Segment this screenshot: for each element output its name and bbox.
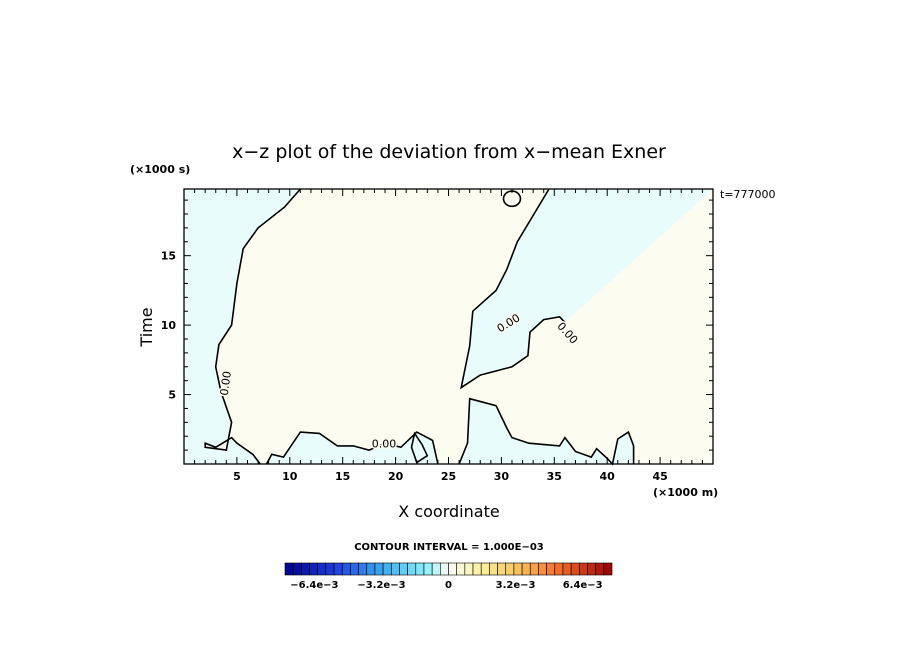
colorbar-cell <box>513 562 523 576</box>
contour-label-left: 0.00 <box>218 370 234 396</box>
colorbar-cell <box>497 562 507 576</box>
colorbar-cell <box>317 562 327 576</box>
colorbar-cell <box>382 562 392 576</box>
colorbar-cell <box>562 562 572 576</box>
colorbar-cell <box>284 562 294 576</box>
colorbar-cell <box>390 562 400 576</box>
x-tick-label: 45 <box>652 470 667 483</box>
contour-label-bottom: 0.00 <box>372 438 397 451</box>
colorbar-cell <box>407 562 417 576</box>
colorbar-cell <box>464 562 474 576</box>
y-tick-label: 5 <box>168 389 176 402</box>
colorbar-cell <box>595 562 605 576</box>
colorbar-cell <box>578 562 588 576</box>
chart-title: x−z plot of the deviation from x−mean Ex… <box>232 141 666 163</box>
colorbar-cell <box>546 562 556 576</box>
colorbar-tick-label: 6.4e−3 <box>563 580 603 591</box>
y-axis-label: Time <box>137 307 156 347</box>
colorbar-labels: −6.4e−3 −3.2e−3 0 3.2e−3 6.4e−3 <box>290 580 602 591</box>
x-tick-label: 30 <box>494 470 510 483</box>
colorbar-cell <box>350 562 359 576</box>
negative-bay-region <box>461 189 713 388</box>
x-tick-label: 40 <box>600 470 616 483</box>
negative-loop-region <box>411 433 428 463</box>
colorbar-cell <box>309 562 318 576</box>
colorbar-cell <box>301 562 310 576</box>
x-tick-label: 20 <box>388 470 404 483</box>
colorbar-cell <box>603 562 613 576</box>
colorbar-cell <box>505 562 515 576</box>
colorbar-cell <box>440 562 449 576</box>
y-axis-unit: (×1000 s) <box>130 163 190 176</box>
colorbar-cell <box>472 562 482 576</box>
colorbar <box>284 562 613 576</box>
closed-loop-contour <box>410 431 429 464</box>
colorbar-cell <box>587 562 596 576</box>
colorbar-cell <box>358 562 368 576</box>
colorbar-tick-label: 0 <box>445 580 452 591</box>
colorbar-cell <box>538 562 547 576</box>
colorbar-cell <box>489 562 498 576</box>
colorbar-tick-label: 3.2e−3 <box>496 580 536 591</box>
x-tick-label: 5 <box>233 470 241 483</box>
colorbar-cell <box>292 562 302 576</box>
x-axis-label: X coordinate <box>398 502 499 521</box>
colorbar-cell <box>423 562 433 576</box>
bay-contour-line <box>460 188 566 390</box>
y-tick-label: 10 <box>161 319 177 332</box>
colorbar-cell <box>480 562 490 576</box>
x-tick-label: 10 <box>282 470 298 483</box>
time-label: t=777000 <box>720 188 776 201</box>
colorbar-cell <box>570 562 580 576</box>
colorbar-cell <box>521 562 531 576</box>
x-tick-label: 15 <box>335 470 350 483</box>
colorbar-tick-label: −3.2e−3 <box>357 580 405 591</box>
x-tick-label: 35 <box>547 470 562 483</box>
colorbar-cell <box>341 562 351 576</box>
colorbar-cell <box>333 562 343 576</box>
colorbar-cell <box>448 562 457 576</box>
colorbar-cell <box>456 562 466 576</box>
colorbar-tick-label: −6.4e−3 <box>290 580 338 591</box>
colorbar-cell <box>399 562 408 576</box>
colorbar-cell <box>554 562 564 576</box>
colorbar-cell <box>415 562 425 576</box>
axis-ticks: 5 10 15 20 25 30 35 40 45 5 10 15 <box>161 189 713 483</box>
colorbar-cell <box>366 562 376 576</box>
contour-interval-text: CONTOUR INTERVAL = 1.000E−03 <box>354 542 544 553</box>
colorbar-cell <box>529 562 539 576</box>
x-axis-unit: (×1000 m) <box>653 486 718 499</box>
colorbar-cell <box>374 562 384 576</box>
y-tick-label: 15 <box>161 250 176 263</box>
colorbar-cell <box>325 562 335 576</box>
colorbar-cell <box>431 562 441 576</box>
x-tick-label: 25 <box>441 470 456 483</box>
